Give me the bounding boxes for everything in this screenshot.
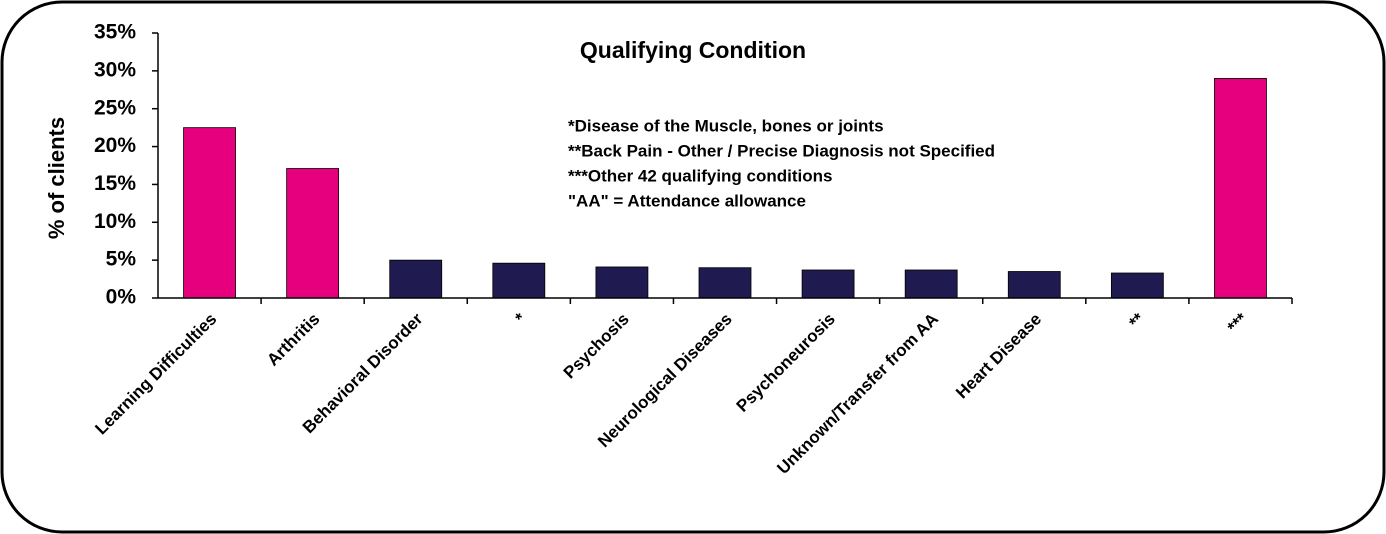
y-tick-label: 20% bbox=[94, 134, 136, 157]
bar bbox=[183, 127, 236, 299]
bar bbox=[801, 269, 855, 299]
y-tick-label: 10% bbox=[94, 210, 136, 233]
annotation: "AA" = Attendance allowance bbox=[568, 191, 806, 210]
bar bbox=[389, 259, 443, 299]
bar bbox=[1110, 272, 1164, 299]
y-tick-label: 15% bbox=[94, 172, 136, 195]
y-axis-label: % of clients bbox=[44, 117, 69, 239]
bar bbox=[904, 269, 958, 299]
y-tick-label: 35% bbox=[94, 21, 136, 44]
bar bbox=[1007, 271, 1061, 299]
y-tick-label: 5% bbox=[106, 248, 137, 271]
bar bbox=[286, 168, 340, 299]
chart-title: Qualifying Condition bbox=[580, 37, 806, 63]
bar bbox=[492, 262, 546, 299]
bar bbox=[698, 267, 752, 299]
annotation: **Back Pain - Other / Precise Diagnosis … bbox=[568, 141, 995, 160]
y-tick-label: 30% bbox=[94, 58, 136, 81]
bar bbox=[595, 266, 649, 299]
y-tick-label: 25% bbox=[94, 96, 136, 119]
annotation: ***Other 42 qualifying conditions bbox=[568, 166, 832, 185]
y-tick-label: 0% bbox=[106, 286, 137, 309]
annotation: *Disease of the Muscle, bones or joints bbox=[568, 116, 884, 135]
bar bbox=[1214, 78, 1267, 299]
